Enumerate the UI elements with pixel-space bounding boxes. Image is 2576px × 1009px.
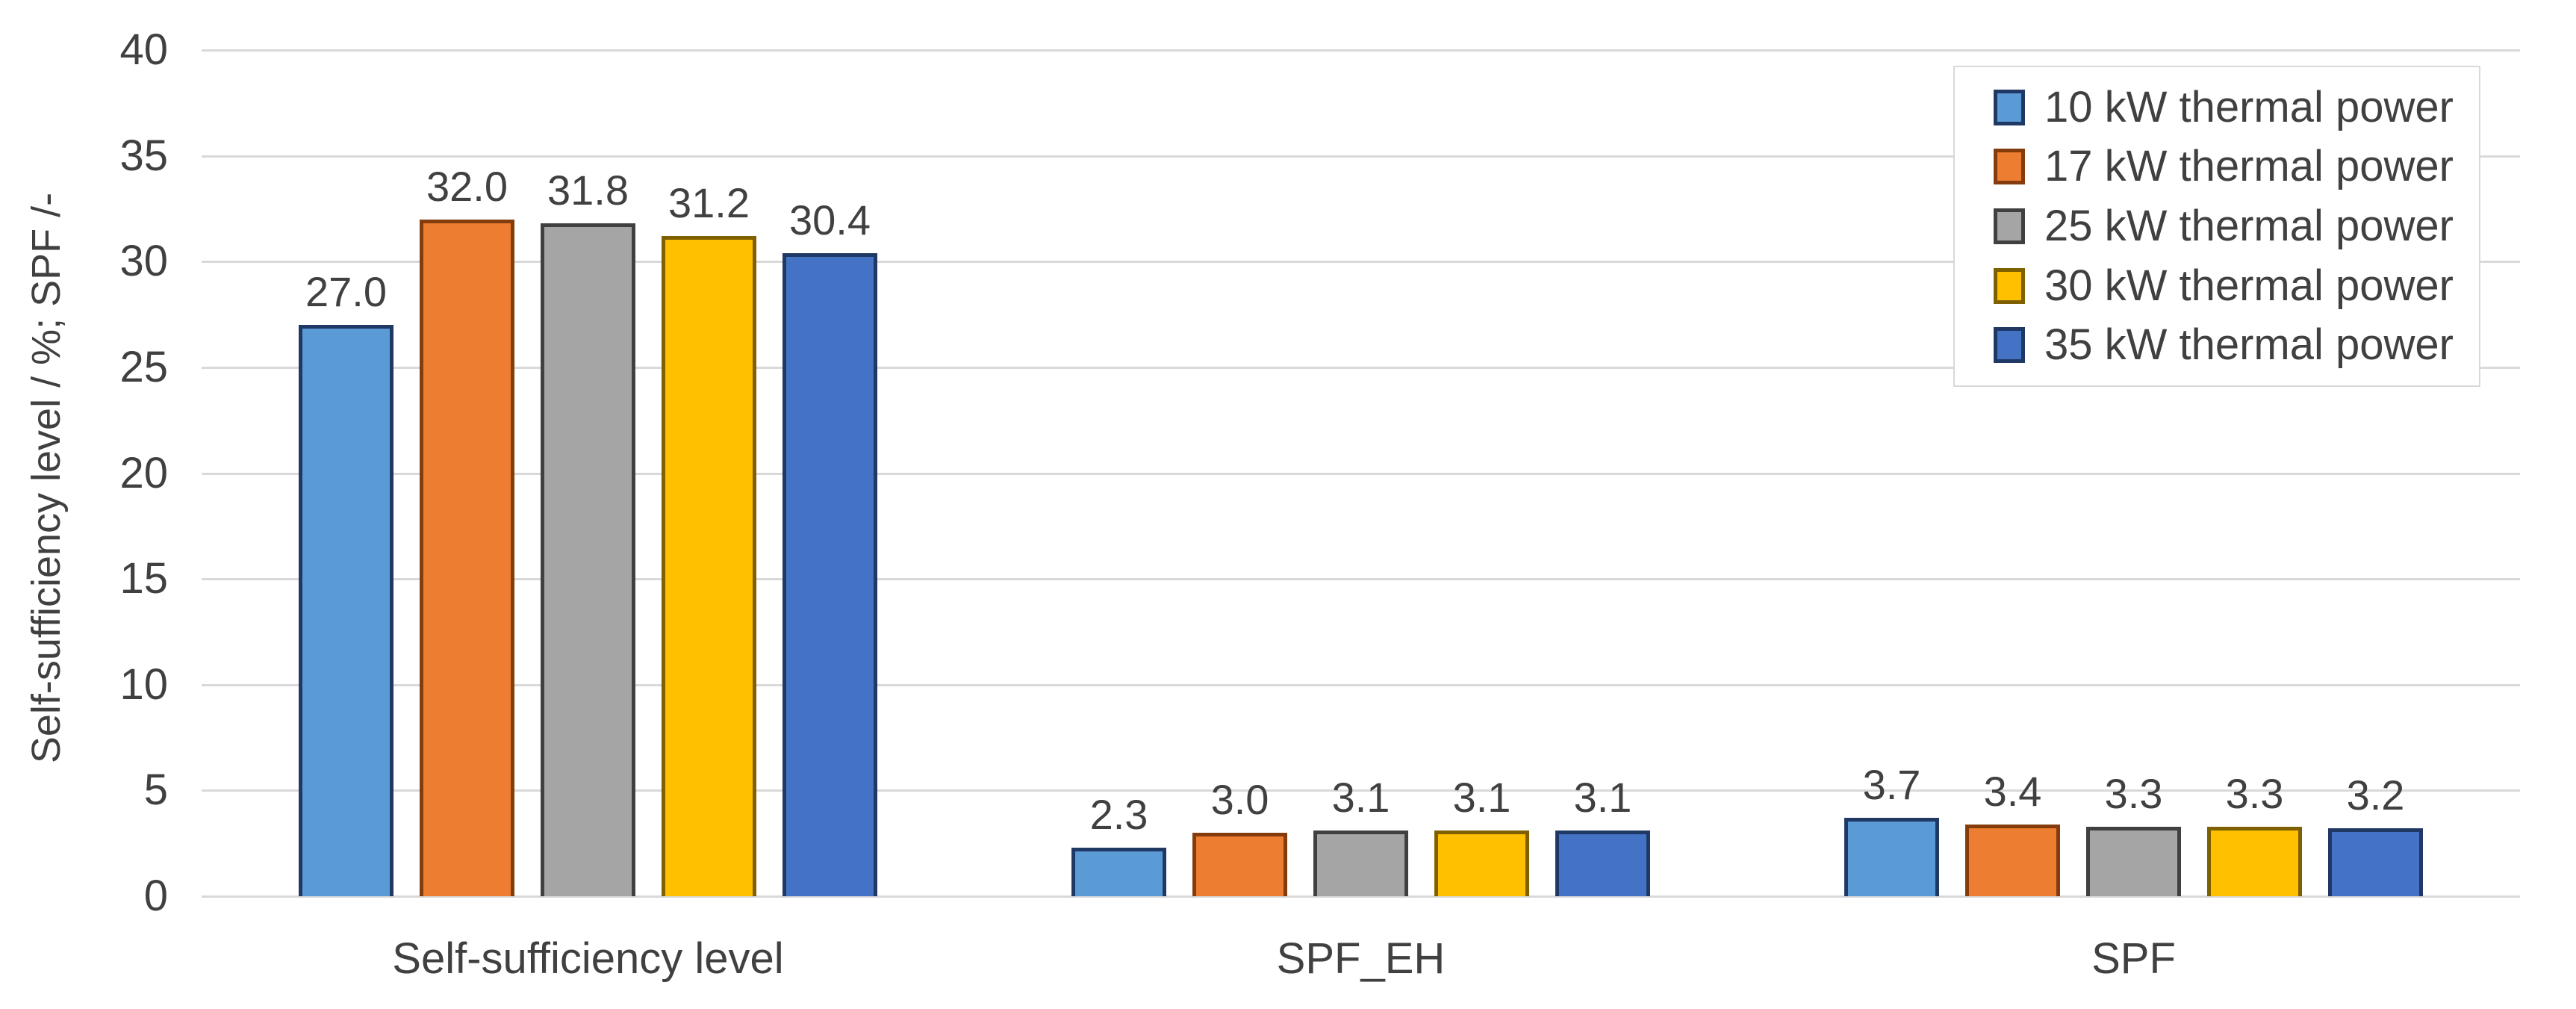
y-tick-label-10: 10 [119,659,168,709]
legend: 10 kW thermal power 17 kW thermal power 25… [1953,66,2480,387]
legend-item-35kW: 35 kW thermal power [1994,323,2479,367]
x-category-label-spf-eh: SPF_EH [1276,934,1446,983]
bar-35kW-self-sufficiency-level [783,252,877,896]
data-label: 3.1 [1573,774,1632,822]
bar-10kW-spf [1844,818,1939,896]
legend-swatch-icon [1994,327,2025,364]
gridline-y-5 [202,789,2520,792]
gridline-y-35 [202,155,2520,158]
data-label: 32.0 [426,162,508,210]
y-tick-label-30: 30 [119,237,168,286]
data-label: 2.3 [1089,790,1148,838]
legend-swatch-icon [1994,267,2025,304]
bar-25kW-self-sufficiency-level [541,223,635,896]
y-tick-label-35: 35 [119,131,168,180]
y-tick-label-0: 0 [143,872,168,920]
legend-item-25kW: 25 kW thermal power [1994,201,2479,250]
gridline-y-30 [202,261,2520,264]
gridline-y-10 [202,683,2520,686]
y-tick-label-20: 20 [119,448,168,497]
legend-swatch-icon [1994,149,2025,185]
legend-item-30kW: 30 kW thermal power [1994,264,2479,308]
legend-swatch-icon [1994,208,2025,244]
data-label: 3.3 [2225,769,2284,817]
y-tick-label-25: 25 [119,342,168,391]
bar-35kW-spf [2328,828,2423,896]
legend-label: 17 kW thermal power [2044,142,2454,191]
gridline-y-40 [202,49,2520,52]
bar-30kW-spf-eh [1434,831,1529,896]
gridline-y-20 [202,472,2520,475]
bar-30kW-self-sufficiency-level [662,236,756,896]
x-category-label-spf: SPF [2091,934,2176,983]
bar-17kW-spf [1965,824,2060,896]
legend-label: 35 kW thermal power [2044,320,2454,370]
legend-item-17kW: 17 kW thermal power [1994,145,2479,188]
data-label: 3.0 [1210,776,1269,824]
bar-25kW-spf [2086,826,2181,896]
legend-label: 10 kW thermal power [2044,82,2454,131]
data-label: 3.7 [1862,761,1921,809]
legend-swatch-icon [1994,89,2025,125]
bar-30kW-spf [2207,826,2302,896]
data-label: 3.2 [2346,772,2405,819]
gridline-y-15 [202,578,2520,581]
bar-17kW-spf-eh [1192,833,1287,896]
data-label: 30.4 [789,196,871,243]
legend-item-10kW: 10 kW thermal power [1994,82,2479,131]
data-label: 31.2 [668,179,750,227]
data-label: 27.0 [305,268,387,316]
bar-10kW-spf-eh [1071,847,1166,896]
data-label: 3.1 [1452,774,1511,822]
gridline-y-25 [202,366,2520,369]
x-category-label-self-sufficiency-level: Self-sufficiency level [392,934,784,983]
bar-35kW-spf-eh [1555,831,1650,896]
legend-label: 25 kW thermal power [2044,201,2454,250]
data-label: 3.1 [1331,774,1390,822]
gridline-y-0 [202,895,2520,898]
y-tick-label-5: 5 [143,766,168,815]
data-label: 3.4 [1983,767,2042,815]
bar-10kW-self-sufficiency-level [299,325,393,896]
data-label: 3.3 [2104,769,2163,817]
bar-25kW-spf-eh [1313,831,1408,896]
data-label: 31.8 [547,167,629,214]
y-tick-label-15: 15 [119,554,168,603]
legend-label: 30 kW thermal power [2044,261,2454,310]
bar-17kW-self-sufficiency-level [420,219,514,896]
y-tick-label-40: 40 [119,25,168,74]
